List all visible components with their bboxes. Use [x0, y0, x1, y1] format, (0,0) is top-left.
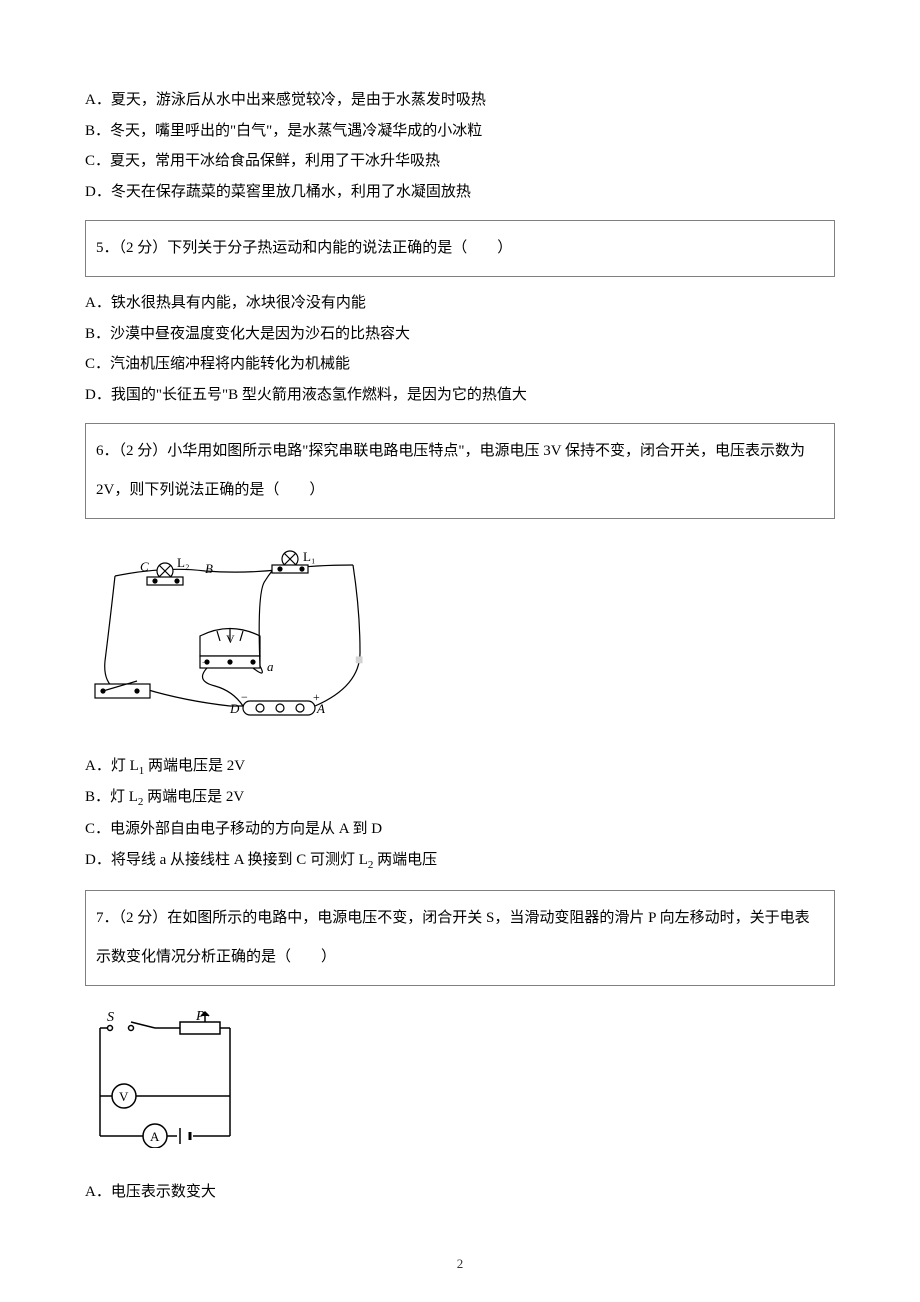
q5-option-d: D．我国的"长征五号"B 型火箭用液态氢作燃料，是因为它的热值大 [85, 381, 835, 410]
q7-label-p: P [195, 1009, 205, 1024]
q4-option-c: C．夏天，常用干冰给食品保鲜，利用了干冰升华吸热 [85, 147, 835, 176]
q4-option-d: D．冬天在保存蔬菜的菜窖里放几桶水，利用了水凝固放热 [85, 178, 835, 207]
q7-label-v: V [119, 1089, 129, 1104]
q6-label-c: C [140, 559, 149, 574]
q6-option-d: D．将导线 a 从接线柱 A 换接到 C 可测灯 L2 两端电压 [85, 846, 835, 876]
q7-circuit-diagram: S P V A [85, 998, 835, 1173]
q6-option-b: B．灯 L2 两端电压是 2V [85, 783, 835, 813]
q5-option-c: C．汽油机压缩冲程将内能转化为机械能 [85, 350, 835, 379]
q6-circuit-svg: C L₂ B L₁ V a D − + A − [85, 541, 375, 721]
q4-option-a: A．夏天，游泳后从水中出来感觉较冷，是由于水蒸发时吸热 [85, 86, 835, 115]
q7-text: 7．（2 分）在如图所示的电路中，电源电压不变，闭合开关 S，当滑动变阻器的滑片… [96, 910, 810, 965]
watermark: ■ [355, 648, 363, 675]
svg-text:−: − [202, 658, 207, 667]
q4-option-b: B．冬天，嘴里呼出的"白气"，是水蒸气遇冷凝华成的小冰粒 [85, 117, 835, 146]
q6-label-big-a: A [316, 701, 325, 716]
q6-label-v: V [226, 632, 235, 646]
q4-options: A．夏天，游泳后从水中出来感觉较冷，是由于水蒸发时吸热 B．冬天，嘴里呼出的"白… [85, 86, 835, 206]
q7-options: A．电压表示数变大 [85, 1178, 835, 1207]
q6-option-c: C．电源外部自由电子移动的方向是从 A 到 D [85, 815, 835, 844]
q7-option-a: A．电压表示数变大 [85, 1178, 835, 1207]
q5-question: 5．（2 分）下列关于分子热运动和内能的说法正确的是（ ） [85, 220, 835, 277]
q6-label-l1: L₁ [303, 549, 315, 564]
q6-label-l2: L₂ [177, 555, 189, 570]
q6-label-d: D [229, 701, 240, 716]
svg-text:−: − [241, 690, 248, 704]
q7-label-a: A [150, 1129, 160, 1144]
q7-label-s: S [107, 1010, 114, 1025]
q5-option-b: B．沙漠中昼夜温度变化大是因为沙石的比热容大 [85, 320, 835, 349]
q6-label-b: B [205, 561, 213, 576]
q6-option-a: A．灯 L1 两端电压是 2V [85, 752, 835, 782]
q6-circuit-diagram: C L₂ B L₁ V a D − + A − [85, 531, 835, 746]
q6-options: A．灯 L1 两端电压是 2V B．灯 L2 两端电压是 2V C．电源外部自由… [85, 752, 835, 876]
q7-circuit-svg: S P V A [85, 1008, 245, 1148]
q7-question: 7．（2 分）在如图所示的电路中，电源电压不变，闭合开关 S，当滑动变阻器的滑片… [85, 890, 835, 986]
page-number: 2 [0, 1252, 920, 1277]
q6-text: 6．（2 分）小华用如图所示电路"探究串联电路电压特点"，电源电压 3V 保持不… [96, 443, 805, 498]
q6-label-a: a [267, 659, 274, 674]
q5-option-a: A．铁水很热具有内能，冰块很冷没有内能 [85, 289, 835, 318]
q5-text: 5．（2 分）下列关于分子热运动和内能的说法正确的是（ ） [96, 240, 512, 256]
q5-options: A．铁水很热具有内能，冰块很冷没有内能 B．沙漠中昼夜温度变化大是因为沙石的比热… [85, 289, 835, 409]
q6-question: 6．（2 分）小华用如图所示电路"探究串联电路电压特点"，电源电压 3V 保持不… [85, 423, 835, 519]
